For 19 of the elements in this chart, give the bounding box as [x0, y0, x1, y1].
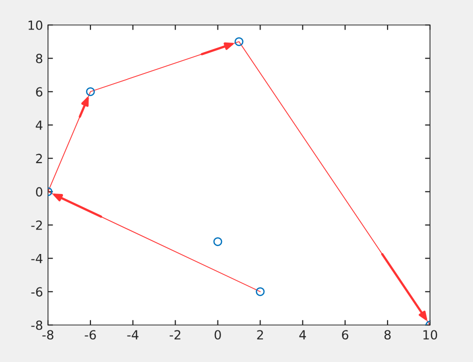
x-tick-label: 10 [423, 330, 438, 340]
x-tick-label: -6 [84, 330, 96, 340]
x-tick-label: 8 [384, 330, 391, 340]
y-tick-label: 10 [28, 20, 42, 30]
x-tick-label: 0 [214, 330, 221, 340]
y-tick-label: 0 [36, 187, 42, 197]
y-tick-label: 4 [36, 120, 42, 130]
y-tick-label: -4 [31, 254, 42, 264]
y-tick-label: -6 [31, 287, 42, 297]
x-tick-label: 6 [342, 330, 348, 340]
x-tick-label: 2 [257, 330, 263, 340]
y-tick-label: -8 [31, 320, 42, 330]
x-tick-label: -2 [170, 330, 180, 340]
x-tick-label: 4 [299, 330, 306, 340]
y-tick-label: 8 [36, 54, 42, 64]
y-tick-label: 6 [36, 87, 42, 97]
y-tick-label: 2 [36, 154, 42, 164]
x-tick-label: -4 [127, 330, 138, 340]
y-tick-label: -2 [31, 220, 42, 230]
